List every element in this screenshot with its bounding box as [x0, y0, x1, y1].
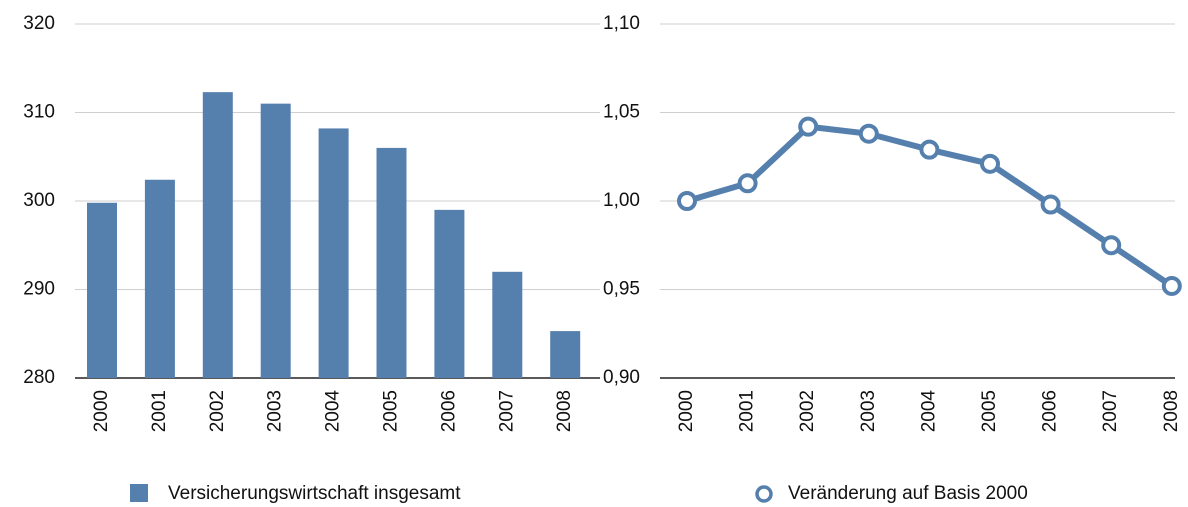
x-tick-label: 2004 — [918, 390, 939, 433]
legend-label: Versicherungswirtschaft insgesamt — [168, 483, 461, 504]
x-tick-label: 2004 — [323, 390, 344, 433]
x-tick-label: 2000 — [676, 390, 697, 432]
y-tick-label: 300 — [23, 190, 55, 211]
x-tick-label: 2008 — [554, 390, 575, 432]
x-tick-label: 2006 — [1040, 390, 1061, 432]
legend-marker — [755, 485, 773, 503]
bar — [318, 128, 349, 378]
y-tick-label: 1,10 — [603, 13, 640, 34]
bar — [87, 202, 117, 378]
point — [858, 123, 879, 144]
y-tick-label: 280 — [23, 367, 55, 388]
point — [1161, 275, 1182, 296]
x-tick-label: 2000 — [91, 390, 112, 432]
legend-swatch — [130, 484, 148, 502]
bar — [376, 147, 407, 378]
x-tick-label: 2005 — [381, 390, 402, 432]
bar — [492, 271, 523, 378]
x-tick-label: 2002 — [797, 390, 818, 432]
bar — [260, 103, 291, 379]
point — [737, 173, 758, 194]
x-tick-label: 2007 — [1100, 390, 1121, 432]
point — [677, 191, 697, 211]
y-tick-label: 0,95 — [603, 279, 640, 300]
legend-label: Veränderung auf Basis 2000 — [788, 483, 1028, 504]
y-tick-label: 1,00 — [603, 190, 640, 211]
y-tick-label: 0,90 — [603, 367, 640, 388]
point — [919, 139, 940, 160]
y-tick-label: 1,05 — [603, 102, 640, 123]
x-tick-label: 2001 — [149, 390, 170, 432]
x-tick-label: 2006 — [438, 390, 459, 432]
point — [1101, 235, 1122, 256]
y-tick-label: 320 — [23, 13, 55, 34]
y-tick-label: 290 — [23, 279, 55, 300]
y-tick-label: 310 — [23, 102, 55, 123]
x-tick-label: 2003 — [858, 390, 879, 432]
bar — [144, 179, 175, 378]
x-tick-label: 2001 — [737, 390, 758, 432]
bar — [550, 331, 581, 378]
x-tick-label: 2005 — [979, 390, 1000, 432]
x-tick-label: 2008 — [1161, 390, 1182, 432]
x-tick-label: 2002 — [207, 390, 228, 432]
point — [980, 153, 1000, 174]
bar — [434, 209, 465, 378]
x-tick-label: 2007 — [496, 390, 517, 432]
bar — [202, 92, 233, 379]
point — [1040, 194, 1061, 215]
point — [798, 116, 819, 137]
x-tick-label: 2003 — [265, 390, 286, 432]
